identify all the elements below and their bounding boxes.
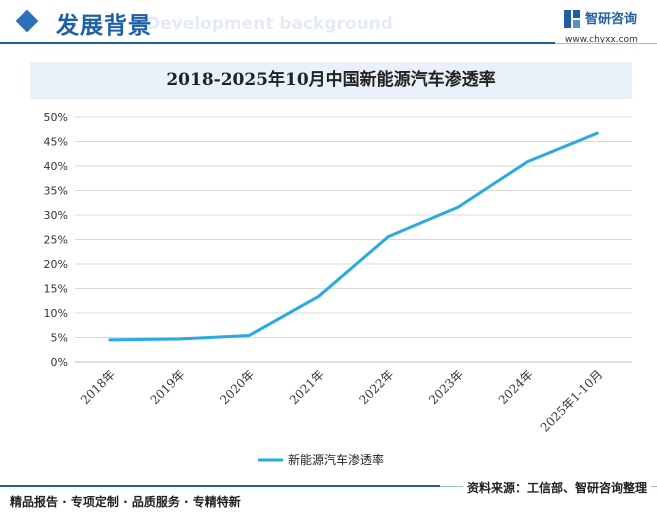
series-lines xyxy=(108,131,599,342)
chart-title-band: 2018-2025年10月中国新能源汽车渗透率 xyxy=(30,62,632,99)
y-tick-label: 10% xyxy=(44,307,68,320)
y-tick-label: 15% xyxy=(44,283,68,296)
x-tick-label: 2021年 xyxy=(287,367,327,407)
y-tick-label: 35% xyxy=(44,185,68,198)
brand-name: 智研咨询 xyxy=(585,12,638,27)
legend-label: 新能源汽车渗透率 xyxy=(288,452,384,467)
y-tick-label: 25% xyxy=(44,234,68,247)
y-tick-label: 20% xyxy=(44,258,68,271)
x-tick-label: 2018年 xyxy=(78,367,118,407)
header-divider-light xyxy=(555,43,657,44)
y-tick-label: 40% xyxy=(44,160,68,173)
y-tick-label: 30% xyxy=(44,209,68,222)
footer-slogan: 精品报告 · 专项定制 · 品质服务 · 专精特新 xyxy=(10,495,241,509)
chart-title: 2018-2025年10月中国新能源汽车渗透率 xyxy=(166,70,496,90)
header-divider xyxy=(0,42,555,44)
series-line xyxy=(108,131,599,342)
section-title: 发展背景 xyxy=(56,13,152,39)
brand-url: www.chyxx.com xyxy=(565,35,638,45)
x-tick-label: 2020年 xyxy=(217,367,257,407)
y-tick-label: 50% xyxy=(44,111,68,124)
x-tick-label: 2025年1-10月 xyxy=(538,367,606,435)
legend: 新能源汽车渗透率 xyxy=(258,452,384,467)
y-tick-label: 0% xyxy=(51,356,68,369)
footer-divider xyxy=(0,485,440,487)
y-axis-tick-labels: 0% 5% 10% 15% 20% 25% 30% 35% 40% 45% 50% xyxy=(44,111,68,369)
source-note: 资料来源：工信部、智研咨询整理 xyxy=(462,479,651,496)
header: Development background 发展背景 智研咨询 www.chy… xyxy=(0,0,657,46)
brand-logo-icon xyxy=(564,10,580,28)
x-tick-label: 2022年 xyxy=(356,367,396,407)
brand: 智研咨询 www.chyxx.com xyxy=(563,8,655,45)
x-tick-label: 2023年 xyxy=(426,367,466,407)
grid-lines xyxy=(75,116,632,363)
x-tick-label: 2019年 xyxy=(148,367,188,407)
x-tick-label: 2024年 xyxy=(496,367,536,407)
y-tick-label: 5% xyxy=(51,332,68,345)
y-tick-label: 45% xyxy=(44,136,68,149)
x-axis-tick-labels: 2018年 2019年 2020年 2021年 2022年 2023年 2024年 2025年… xyxy=(78,367,605,435)
section-title-en: Development background xyxy=(146,14,393,34)
